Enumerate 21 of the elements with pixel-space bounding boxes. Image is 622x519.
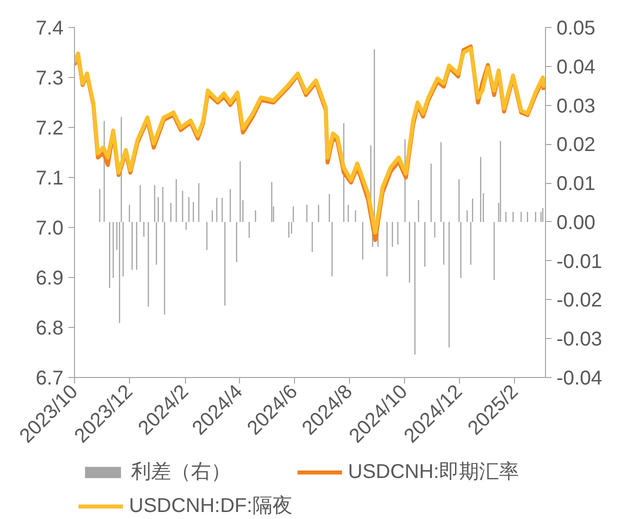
- y2-tick-label: -0.04: [556, 368, 602, 390]
- y2-tick-label: -0.03: [556, 328, 602, 351]
- y2-tick-label: 0.01: [556, 173, 596, 196]
- legend-label: 利差（右）: [131, 460, 231, 485]
- legend-label: USDCNH:DF:隔夜: [129, 494, 292, 519]
- y2-tick-label: 0.03: [556, 95, 596, 118]
- legend-label: USDCNH:即期汇率: [348, 460, 520, 485]
- y2-tick-label: 0.04: [556, 56, 596, 78]
- y-tick-label: 6.9: [36, 268, 64, 290]
- y-tick-label: 6.7: [36, 368, 64, 390]
- y2-tick-label: -0.01: [556, 250, 602, 273]
- y-tick-label: 6.8: [36, 318, 64, 340]
- y-tick-label: 7.3: [36, 68, 64, 90]
- y-tick-label: 7.1: [36, 168, 64, 190]
- y2-tick-label: 0.02: [556, 134, 596, 156]
- y-tick-label: 7.2: [36, 118, 64, 140]
- y-tick-label: 7.4: [36, 18, 64, 40]
- y2-tick-label: -0.02: [556, 290, 602, 312]
- y2-tick-label: 0.05: [556, 18, 596, 40]
- y2-tick-label: 0.00: [556, 212, 596, 234]
- y-tick-label: 7.0: [36, 218, 64, 240]
